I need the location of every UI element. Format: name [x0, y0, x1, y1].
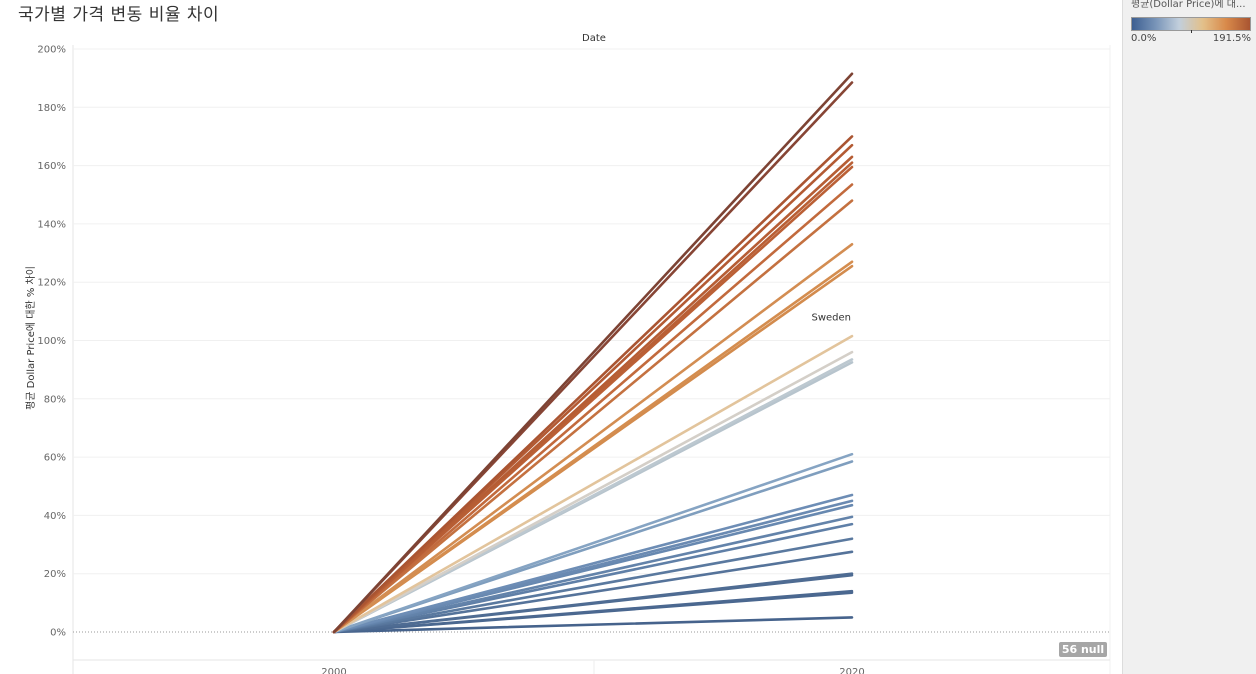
series-line[interactable] — [332, 589, 854, 634]
y-tick-label: 80% — [44, 394, 66, 405]
y-axis-title: 평균 Dollar Price에 대한 % 차이 — [25, 266, 37, 410]
legend-panel: 평균(Dollar Price)에 대... 0.0% 191.5% — [1122, 0, 1256, 674]
line-chart: Sweden 0% 20% 40% 60% 80% 100% 120% 140% 160% 180… — [25, 33, 1111, 674]
series-line[interactable] — [332, 350, 854, 634]
series-line[interactable] — [332, 135, 854, 634]
y-tick-label: 0% — [50, 628, 66, 639]
y-tick-label: 160% — [37, 161, 66, 172]
y-tick-label: 100% — [37, 336, 66, 347]
legend-max-label: 191.5% — [1212, 33, 1251, 44]
y-tick-label: 60% — [44, 453, 66, 464]
series-line[interactable] — [332, 183, 854, 634]
column-header: Date — [582, 33, 606, 44]
legend-title: 평균(Dollar Price)에 대... — [1131, 0, 1246, 10]
series-line[interactable] — [332, 452, 854, 634]
y-tick-label: 20% — [44, 569, 66, 580]
y-tick-label: 40% — [44, 511, 66, 522]
y-tick-label: 180% — [37, 103, 66, 114]
grid-lines — [72, 45, 1111, 674]
series-labels: Sweden — [811, 312, 851, 323]
series-line[interactable] — [332, 515, 854, 634]
series-end-label: Sweden — [811, 312, 851, 323]
legend-color-ramp[interactable] — [1131, 17, 1251, 31]
y-tick-labels: 0% 20% 40% 60% 80% 100% 120% 140% 160% 180% 200% — [37, 45, 66, 639]
y-tick-label: 200% — [37, 45, 66, 56]
x-tick-labels: 2000 2020 — [321, 667, 864, 674]
null-indicator[interactable]: 56 null — [1059, 642, 1107, 657]
series-line[interactable] — [332, 537, 854, 634]
series-lines — [332, 72, 854, 634]
y-tick-label: 140% — [37, 219, 66, 230]
chart-title: 국가별 가격 변동 비율 차이 — [18, 5, 220, 25]
series-line[interactable] — [332, 155, 854, 634]
x-tick-label: 2000 — [321, 667, 346, 674]
series-line[interactable] — [332, 493, 854, 634]
x-tick-label: 2020 — [839, 667, 864, 674]
series-line[interactable] — [332, 199, 854, 634]
series-line[interactable] — [332, 550, 854, 634]
series-line[interactable] — [332, 72, 854, 634]
series-line[interactable] — [332, 260, 854, 634]
y-tick-label: 120% — [37, 278, 66, 289]
series-line[interactable] — [332, 243, 854, 634]
legend-marker — [1191, 30, 1192, 33]
series-line[interactable] — [332, 572, 854, 634]
series-line[interactable] — [332, 616, 854, 634]
legend-min-label: 0.0% — [1131, 33, 1157, 44]
series-line[interactable] — [332, 334, 854, 634]
